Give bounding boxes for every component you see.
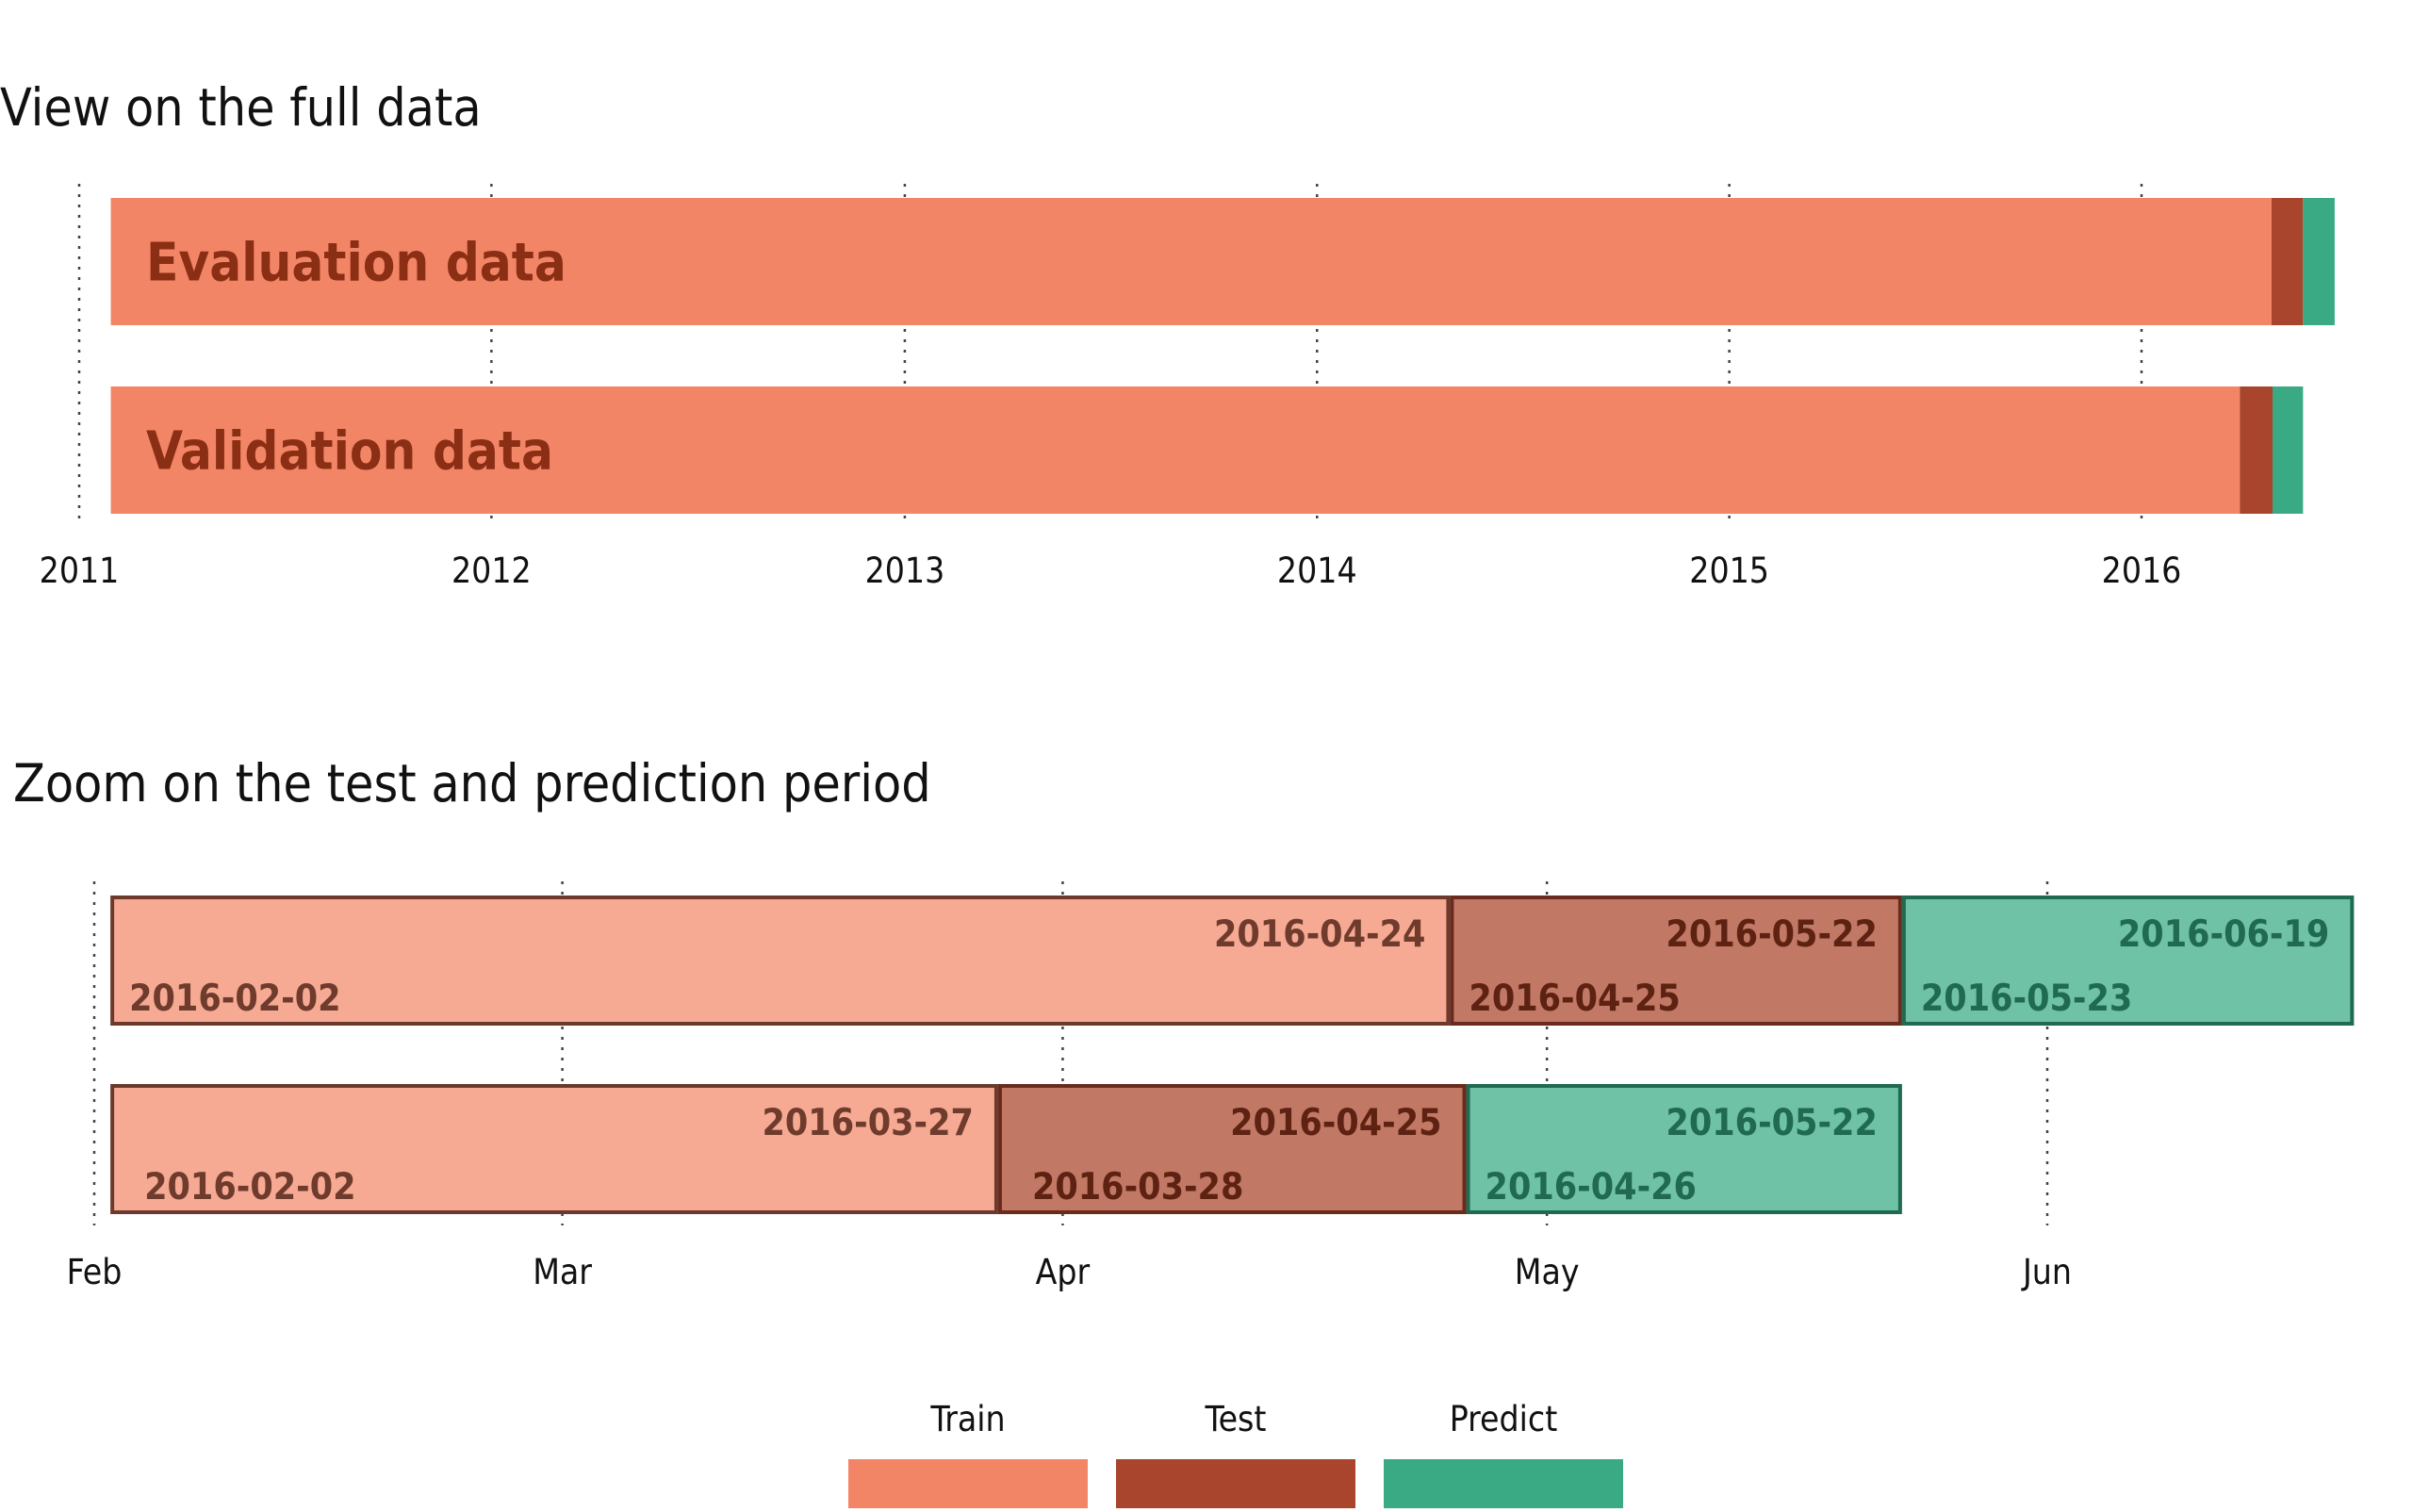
- zoom-x-axis: Feb Mar Apr May Jun: [67, 1252, 2072, 1292]
- x-tick-label-feb: Feb: [67, 1252, 123, 1292]
- bar-train-row-1: [110, 198, 2272, 325]
- start-date-label: 2016-04-26: [1486, 1166, 1697, 1208]
- zoom-bar-predict-row-1: [1901, 896, 2355, 1026]
- legend-swatch-test: [1116, 1459, 1355, 1512]
- legend: Train Test Predict: [848, 1399, 1623, 1512]
- zoom-bar-test-row-1: [1450, 896, 1902, 1026]
- x-tick-label-apr: Apr: [1036, 1252, 1091, 1292]
- start-date-label: 2016-05-23: [1921, 978, 2132, 1020]
- legend-label-test: Test: [1205, 1399, 1267, 1439]
- bar-test-row-1: [2271, 198, 2304, 325]
- start-date-label: 2016-03-28: [1032, 1166, 1243, 1208]
- x-tick-label-2015: 2015: [1689, 551, 1769, 591]
- full-data-bars: Evaluation data Validation data: [110, 198, 2335, 514]
- end-date-label: 2016-05-22: [1666, 1102, 1877, 1144]
- row-label-2: Validation data: [146, 421, 553, 483]
- x-tick-label-2014: 2014: [1277, 551, 1357, 591]
- zoom-title: Zoom on the test and prediction period: [13, 753, 931, 814]
- start-date-label: 2016-04-25: [1469, 978, 1680, 1020]
- x-tick-label-may: May: [1515, 1252, 1580, 1292]
- legend-swatch-train: [848, 1459, 1088, 1512]
- bar-train-row-2: [110, 386, 2241, 514]
- zoom-bar-test-row-2: [997, 1084, 1467, 1214]
- x-tick-label-2012: 2012: [451, 551, 532, 591]
- full-data-panel: View on the full data Evaluation data Val…: [0, 77, 2335, 591]
- legend-label-train: Train: [929, 1399, 1005, 1439]
- start-date-label: 2016-02-02: [129, 978, 340, 1020]
- x-tick-label-2011: 2011: [40, 551, 120, 591]
- row-label-1: Evaluation data: [146, 233, 566, 294]
- end-date-label: 2016-03-27: [762, 1102, 973, 1144]
- x-tick-label-mar: Mar: [533, 1252, 592, 1292]
- start-date-label: 2016-02-02: [144, 1166, 355, 1208]
- full-data-x-axis: 2011 2012 2013 2014 2015 2016: [40, 551, 2182, 591]
- full-data-title: View on the full data: [0, 77, 482, 138]
- zoom-bars: 2016-04-24 2016-02-02 2016-05-22 2016-04-25…: [110, 896, 2355, 1214]
- bar-test-row-2: [2240, 386, 2273, 514]
- x-tick-label-jun: Jun: [2021, 1252, 2072, 1292]
- end-date-label: 2016-05-22: [1666, 913, 1877, 956]
- zoom-bar-train-row-2: [110, 1084, 998, 1214]
- zoom-panel: Zoom on the test and prediction period 2…: [13, 753, 2355, 1292]
- bar-predict-row-2: [2272, 386, 2304, 514]
- legend-label-predict: Predict: [1450, 1399, 1558, 1439]
- end-date-label: 2016-04-25: [1230, 1102, 1441, 1144]
- end-date-label: 2016-04-24: [1214, 913, 1425, 956]
- end-date-label: 2016-06-19: [2118, 913, 2329, 956]
- x-tick-label-2013: 2013: [865, 551, 945, 591]
- zoom-bar-predict-row-2: [1466, 1084, 1902, 1214]
- bar-predict-row-1: [2303, 198, 2335, 325]
- x-tick-label-2016: 2016: [2102, 551, 2182, 591]
- legend-swatch-predict: [1384, 1459, 1623, 1512]
- zoom-bar-train-row-1: [110, 896, 1451, 1026]
